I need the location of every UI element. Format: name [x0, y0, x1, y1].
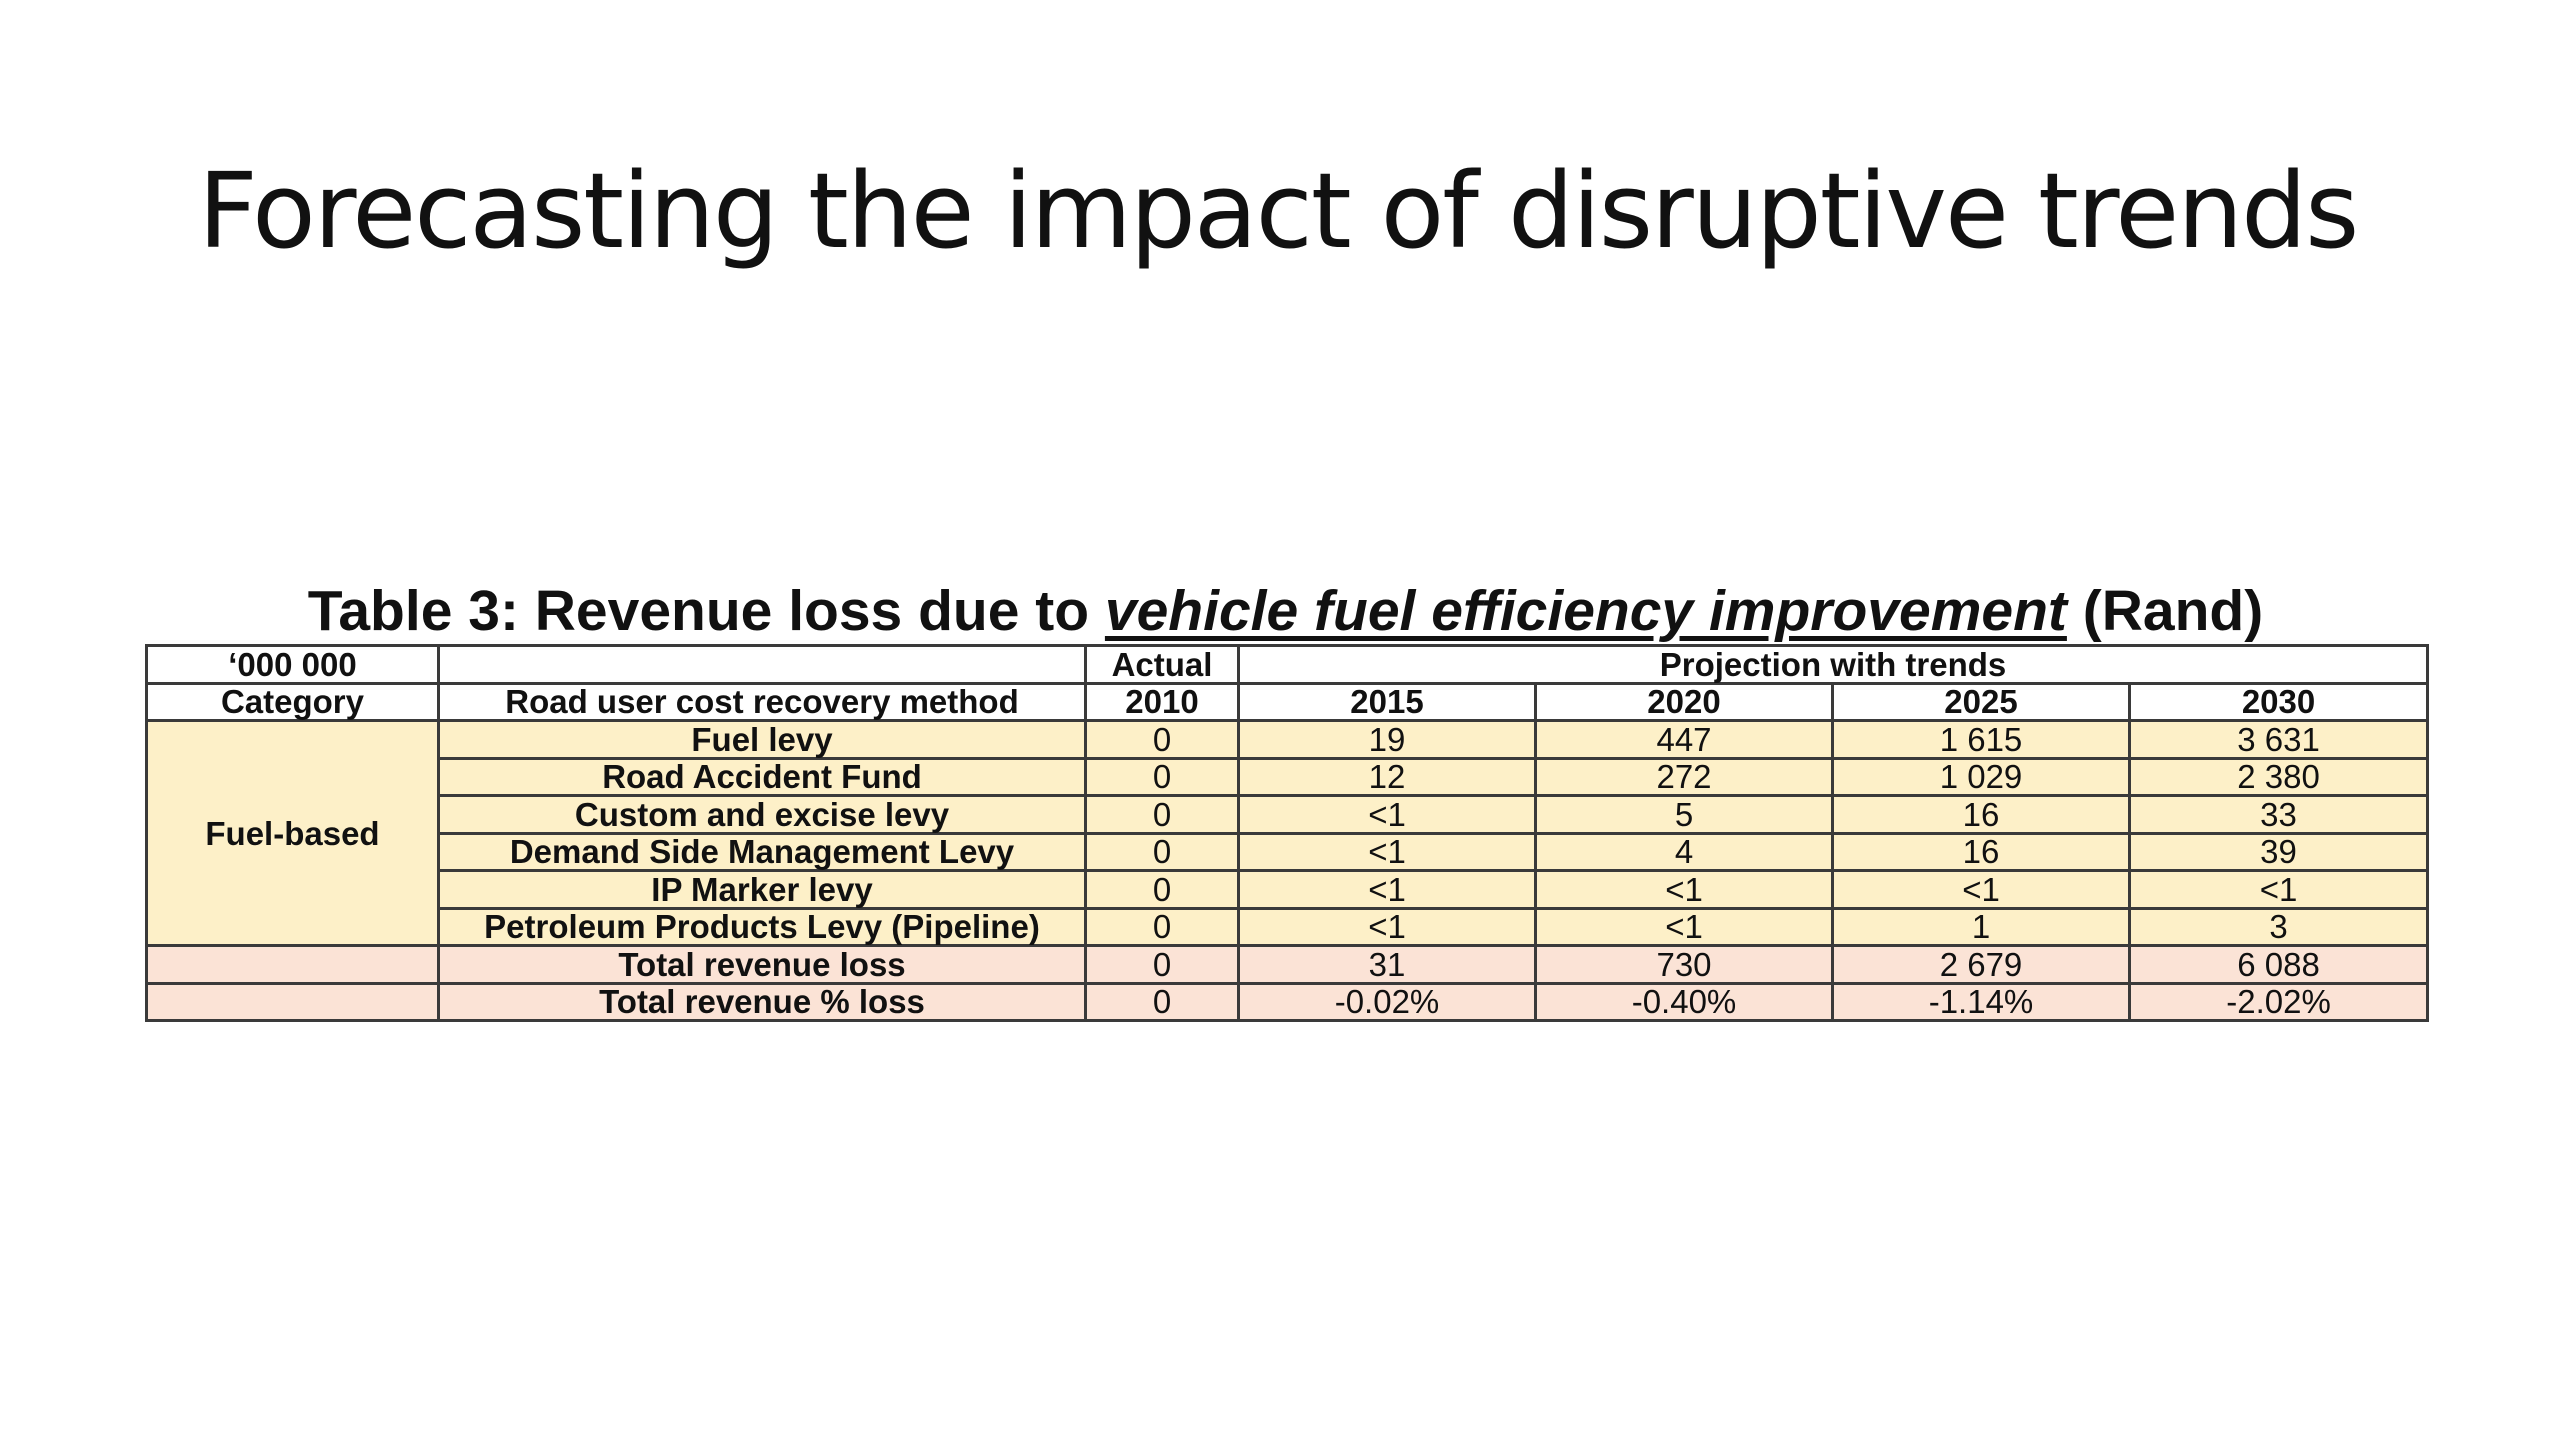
value-cell: 0 — [1084, 719, 1240, 760]
method-cell: Demand Side Management Levy — [437, 831, 1087, 872]
method-cell: Total revenue loss — [437, 944, 1087, 985]
value-cell: <1 — [1534, 869, 1834, 910]
value-cell: -2.02% — [2127, 981, 2430, 1022]
method-cell: Petroleum Products Levy (Pipeline) — [437, 906, 1087, 947]
value-cell: 1 029 — [1831, 756, 2131, 797]
projection-header: Projection with trends — [1236, 644, 2430, 685]
value-cell: 19 — [1237, 719, 1537, 760]
value-cell: 39 — [2127, 831, 2430, 872]
value-cell: 0 — [1084, 794, 1240, 835]
value-cell: 730 — [1534, 944, 1834, 985]
value-cell: 3 — [2127, 906, 2430, 947]
value-cell: <1 — [1831, 869, 2131, 910]
value-cell: 3 631 — [2127, 719, 2430, 760]
value-cell: 16 — [1831, 794, 2131, 835]
caption-emphasis: vehicle fuel efficiency improvement — [1104, 579, 2067, 643]
method-cell: Total revenue % loss — [437, 981, 1087, 1022]
value-cell: 272 — [1534, 756, 1834, 797]
value-cell: 0 — [1084, 944, 1240, 985]
method-cell: Road Accident Fund — [437, 756, 1087, 797]
value-cell: 1 615 — [1831, 719, 2131, 760]
value-cell: 33 — [2127, 794, 2430, 835]
table-row: Demand Side Management Levy 0 <1 4 16 39 — [147, 831, 2430, 872]
column-header: Road user cost recovery method — [437, 681, 1087, 722]
value-cell: <1 — [1237, 794, 1537, 835]
method-cell: Custom and excise levy — [437, 794, 1087, 835]
value-cell: 447 — [1534, 719, 1834, 760]
value-cell: <1 — [1237, 906, 1537, 947]
value-cell: 16 — [1831, 831, 2131, 872]
value-cell: <1 — [2127, 869, 2430, 910]
column-header: 2030 — [2127, 681, 2430, 722]
blank-header — [437, 644, 1087, 685]
slide-title: Forecasting the impact of disruptive tre… — [198, 150, 2359, 272]
revenue-loss-table: ‘000 000 Actual Projection with trends C… — [145, 644, 2430, 1022]
value-cell: 2 380 — [2127, 756, 2430, 797]
column-header: 2015 — [1237, 681, 1537, 722]
table-row: Fuel-based Fuel levy 0 19 447 1 615 3 63… — [145, 719, 2430, 947]
value-cell: 4 — [1534, 831, 1834, 872]
value-cell: <1 — [1237, 869, 1537, 910]
column-header: 2020 — [1534, 681, 1834, 722]
value-cell: -1.14% — [1831, 981, 2131, 1022]
category-cell — [145, 944, 440, 985]
header-row-2: Category Road user cost recovery method … — [145, 681, 2430, 722]
value-cell: 0 — [1084, 906, 1240, 947]
value-cell: 6 088 — [2127, 944, 2430, 985]
method-cell: IP Marker levy — [437, 869, 1087, 910]
table-row: IP Marker levy 0 <1 <1 <1 <1 — [147, 869, 2430, 910]
caption-suffix: (Rand) — [2066, 579, 2264, 643]
value-cell: <1 — [1534, 906, 1834, 947]
value-cell: -0.02% — [1237, 981, 1537, 1022]
value-cell: 31 — [1237, 944, 1537, 985]
table-caption: Table 3: Revenue loss due to vehicle fue… — [145, 578, 2426, 644]
table-row: Road Accident Fund 0 12 272 1 029 2 380 — [147, 756, 2430, 797]
value-cell: -0.40% — [1534, 981, 1834, 1022]
value-cell: 2 679 — [1831, 944, 2131, 985]
value-cell: 1 — [1831, 906, 2131, 947]
column-header: Category — [145, 681, 440, 722]
category-cell: Fuel-based — [145, 719, 440, 947]
actual-header: Actual — [1084, 644, 1240, 685]
header-row-1: ‘000 000 Actual Projection with trends — [145, 644, 2430, 685]
value-cell: 0 — [1084, 831, 1240, 872]
column-header: 2010 — [1084, 681, 1240, 722]
units-header: ‘000 000 — [145, 644, 440, 685]
value-cell: 5 — [1534, 794, 1834, 835]
column-header: 2025 — [1831, 681, 2131, 722]
category-cell — [145, 981, 440, 1022]
caption-prefix: Table 3: Revenue loss due to — [307, 579, 1105, 643]
method-cell: Fuel levy — [437, 719, 1087, 760]
table-row: Custom and excise levy 0 <1 5 16 33 — [147, 794, 2430, 835]
total-row: Total revenue % loss 0 -0.02% -0.40% -1.… — [145, 981, 2430, 1022]
value-cell: 12 — [1237, 756, 1537, 797]
value-cell: 0 — [1084, 756, 1240, 797]
value-cell: <1 — [1237, 831, 1537, 872]
value-cell: 0 — [1084, 869, 1240, 910]
table-row: Petroleum Products Levy (Pipeline) 0 <1 … — [147, 906, 2430, 947]
value-cell: 0 — [1084, 981, 1240, 1022]
total-row: Total revenue loss 0 31 730 2 679 6 088 — [145, 944, 2430, 985]
